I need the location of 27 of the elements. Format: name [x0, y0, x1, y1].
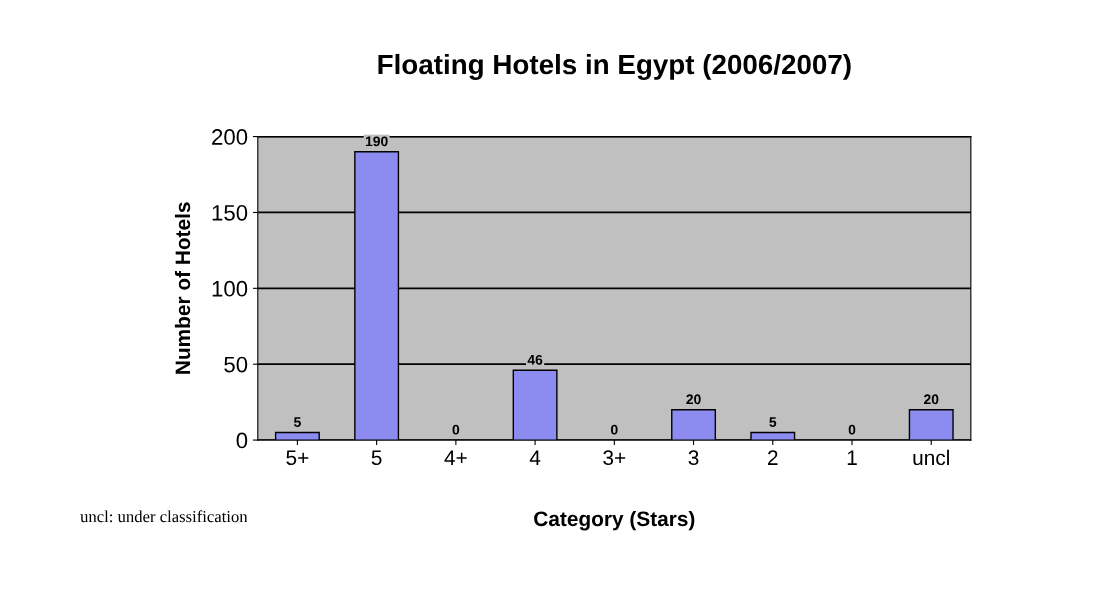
y-tick-label: 0 — [236, 432, 248, 449]
data-label: 5 — [293, 417, 301, 427]
y-axis-title: Number of Hotels — [174, 202, 191, 374]
x-tick-label: 1 — [847, 450, 857, 465]
x-tick-label: 5 — [371, 450, 382, 466]
y-tick-label: 50 — [224, 356, 248, 373]
x-tick-label: uncl — [913, 449, 949, 466]
x-tick-label: 3+ — [603, 450, 626, 466]
data-label: 0 — [611, 424, 618, 435]
x-tick-label: 4 — [529, 450, 541, 465]
x-tick-label: 5+ — [286, 450, 309, 466]
y-tick-label: 100 — [212, 280, 248, 297]
x-tick-label: 4+ — [444, 450, 467, 465]
data-label: 20 — [686, 394, 701, 405]
data-label: 5 — [769, 417, 777, 427]
x-tick-label: 2 — [768, 450, 778, 465]
data-label: 0 — [452, 424, 460, 435]
x-axis-title: Category (Stars) — [534, 510, 695, 531]
data-label: 20 — [923, 394, 939, 405]
text: uncl: under classification — [80, 510, 248, 523]
data-label: 46 — [527, 354, 543, 365]
y-tick-label: 200 — [212, 129, 248, 145]
x-tick-label: 3 — [688, 450, 699, 466]
chart-title: Floating Hotels in Egypt (2006/2007) — [378, 53, 851, 80]
data-label: 0 — [848, 424, 856, 435]
data-label: 190 — [365, 136, 388, 147]
y-tick-label: 150 — [212, 204, 248, 221]
